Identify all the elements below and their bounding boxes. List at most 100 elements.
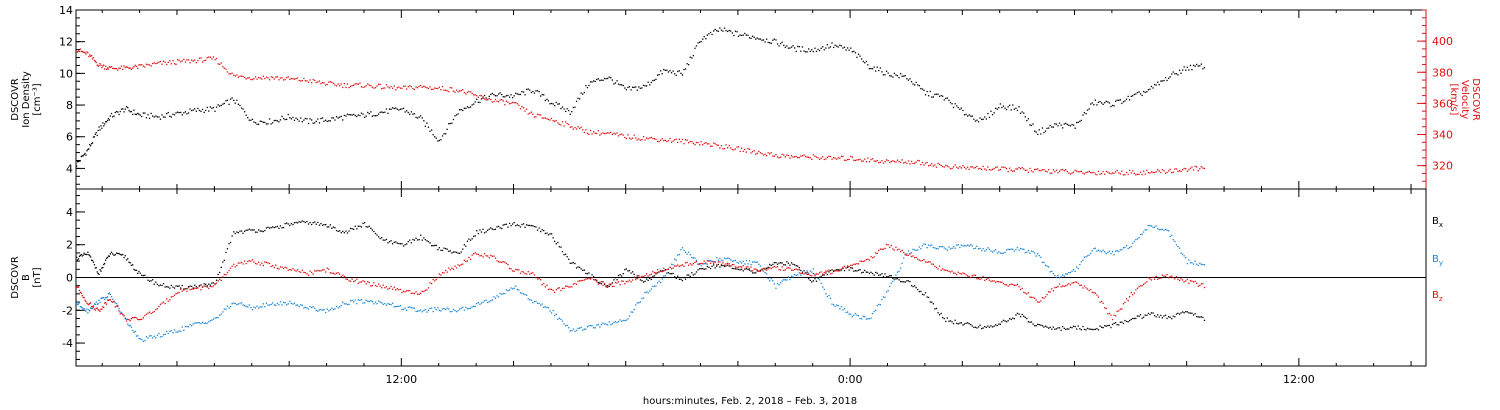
data-point [97,303,99,305]
data-point [647,275,649,277]
data-point [636,275,638,277]
data-point [76,51,78,53]
data-point [603,132,606,135]
data-point [903,281,905,283]
data-point [836,45,838,47]
data-point [624,283,626,285]
data-point [822,273,824,275]
data-point [376,234,378,236]
data-point [580,92,582,94]
data-point [532,302,534,304]
data-point [1186,278,1188,281]
data-point [753,150,755,152]
data-point [128,319,130,321]
data-point [432,245,434,247]
data-point [420,292,422,294]
data-point [198,285,201,287]
data-point [264,261,266,263]
data-point [619,84,621,86]
data-point [1051,172,1053,174]
data-point [332,82,335,84]
data-point [490,93,492,96]
data-point [1044,130,1047,132]
data-point [756,152,758,154]
data-point [440,274,442,276]
data-point [122,253,124,256]
data-point [923,164,925,166]
data-point [365,283,367,285]
data-point [751,272,754,274]
data-point [220,266,222,268]
data-point [292,116,294,119]
data-point [1080,329,1082,331]
data-point [473,94,475,96]
data-point [328,81,330,83]
data-point [1097,170,1100,172]
data-point [758,263,760,265]
data-point [1149,172,1151,174]
data-point [837,157,839,159]
data-point [259,120,261,122]
data-point [658,74,660,76]
data-point [692,55,694,57]
data-point [1023,315,1025,317]
data-point [1192,263,1195,265]
data-point [901,281,903,283]
data-point [1055,328,1058,330]
data-point [379,237,381,240]
data-point [675,74,677,76]
data-point [1155,171,1157,173]
data-point [550,233,553,235]
data-point [775,154,777,156]
data-point [501,227,503,230]
data-point [952,246,955,248]
data-point [360,112,363,114]
data-point [1194,280,1196,283]
data-point [153,62,155,64]
data-point [1141,233,1143,235]
data-point [977,248,980,250]
data-point [697,42,699,44]
data-point [956,322,958,324]
data-point [460,251,462,253]
data-point [853,270,855,272]
data-point [211,319,213,321]
data-point [952,106,955,109]
data-point [184,326,187,328]
data-point [739,34,741,36]
data-point [284,266,286,268]
data-point [624,268,626,271]
data-point [170,116,172,118]
data-point [575,128,578,130]
data-point [1121,170,1123,172]
data-point [96,64,98,66]
data-point [1164,228,1167,231]
data-point [857,263,860,265]
data-point [228,73,230,75]
data-point [449,250,451,252]
data-point [847,266,849,268]
data-point [1118,324,1120,326]
data-point [1024,116,1026,118]
data-point [267,226,269,228]
data-point [480,98,483,100]
data-point [198,322,201,324]
data-point [956,273,958,276]
data-point [209,56,211,58]
data-point [164,61,166,63]
data-point [104,302,106,304]
data-point [962,245,964,247]
data-point [993,325,995,327]
data-point [1058,277,1061,279]
data-point [1083,173,1086,175]
data-point [354,83,356,85]
data-point [413,292,416,295]
data-point [438,139,440,142]
data-point [396,108,398,110]
data-point [965,168,967,170]
data-point [608,76,610,78]
data-point [78,289,81,292]
data-point [856,270,858,272]
data-point [739,269,741,271]
data-point [1052,126,1054,128]
